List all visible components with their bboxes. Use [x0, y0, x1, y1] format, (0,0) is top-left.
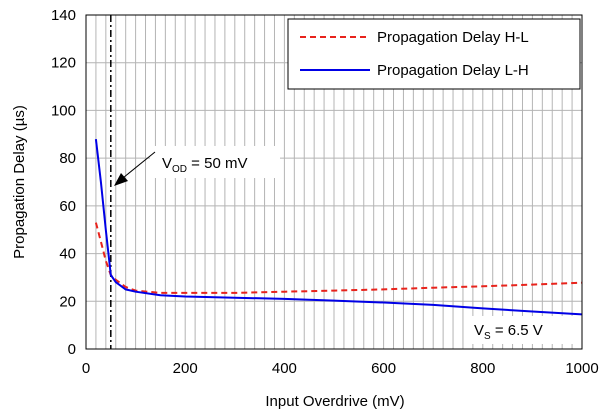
- vs-label-box: [468, 316, 580, 344]
- vs-annotation: VS = 6.5 V: [468, 316, 580, 344]
- vod-arrowhead: [114, 173, 128, 186]
- legend-box: [287, 18, 581, 90]
- x-tick-label: 400: [272, 360, 297, 377]
- legend: Propagation Delay H-L Propagation Delay …: [287, 18, 581, 90]
- vod-annotation: VOD = 50 mV: [114, 146, 280, 186]
- y-tick-label: 60: [59, 198, 76, 215]
- vs-label: VS = 6.5 V: [474, 322, 543, 342]
- y-tick-label: 20: [59, 293, 76, 310]
- legend-label-hl: Propagation Delay H-L: [377, 29, 529, 46]
- tick-labels: 0 200 400 600 800 1000 0 20 40 60 80 100 120 140: [51, 7, 599, 377]
- x-tick-label: 800: [470, 360, 495, 377]
- y-axis-title: Propagation Delay (µs): [11, 105, 28, 259]
- y-tick-label: 40: [59, 246, 76, 263]
- y-tick-label: 120: [51, 55, 76, 72]
- series-line-lh: [94, 138, 583, 316]
- y-tick-label: 100: [51, 102, 76, 119]
- plot-frame: [85, 14, 583, 350]
- legend-label-lh: Propagation Delay L-H: [377, 62, 529, 79]
- y-tick-label: 80: [59, 150, 76, 167]
- series-lines: [94, 138, 583, 316]
- x-tick-label: 200: [173, 360, 198, 377]
- x-tick-label: 0: [82, 360, 90, 377]
- y-tick-label: 0: [68, 341, 76, 358]
- x-tick-label: 600: [371, 360, 396, 377]
- vod-label: VOD = 50 mV: [162, 155, 247, 175]
- series-line-hl: [94, 222, 583, 294]
- y-tick-label: 140: [51, 7, 76, 24]
- x-tick-label: 1000: [565, 360, 598, 377]
- x-axis-title: Input Overdrive (mV): [265, 393, 404, 410]
- vod-label-box: [150, 146, 280, 178]
